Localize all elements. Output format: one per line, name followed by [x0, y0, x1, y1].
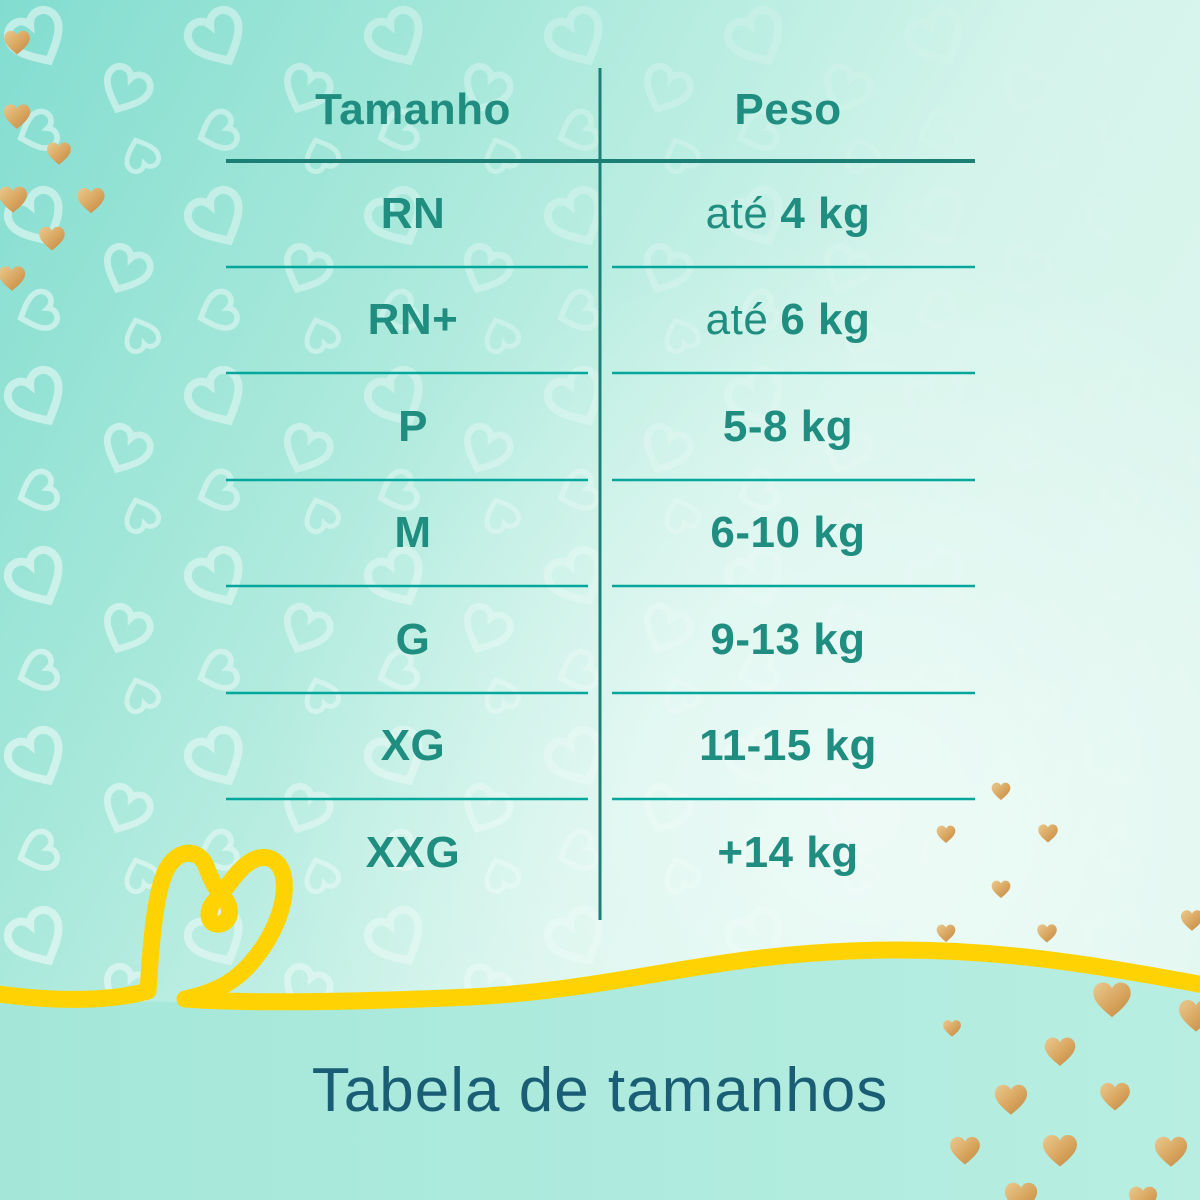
weight-value-rn: até 4 kg: [601, 177, 975, 251]
table-grid: [226, 68, 975, 920]
size-value-g: G: [395, 615, 431, 664]
size-value-xxg: XXG: [365, 828, 461, 877]
weight-value-g: 9-13 kg: [601, 603, 975, 677]
weight-bold: +14 kg: [717, 828, 859, 877]
size-value-xg: XG: [380, 721, 446, 770]
weight-column-header: Peso: [734, 85, 842, 134]
size-column-header: Tamanho: [315, 85, 511, 134]
weight-bold: 11-15 kg: [699, 721, 877, 770]
chart-caption: Tabela de tamanhos: [311, 1056, 889, 1125]
size-value-m: M: [394, 508, 432, 557]
weight-bold: 6 kg: [780, 295, 871, 344]
row-separator-lines: [226, 265, 975, 801]
weight-value-p: 5-8 kg: [601, 390, 975, 464]
weight-bold: 9-13 kg: [710, 615, 866, 664]
size-value-rn-plus: RN+: [367, 295, 459, 344]
weight-prefix: até: [705, 189, 769, 238]
weight-value-xg: 11-15 kg: [601, 709, 975, 783]
yellow-ribbon-heart: [0, 844, 1200, 1011]
bottom-band: [0, 949, 1200, 1200]
weight-value-rn-plus: até 6 kg: [601, 283, 975, 357]
weight-value-m: 6-10 kg: [601, 496, 975, 570]
size-value-rn: RN: [380, 189, 446, 238]
size-value-p: P: [398, 402, 428, 451]
weight-bold: 4 kg: [780, 189, 871, 238]
weight-bold: 6-10 kg: [710, 508, 866, 557]
weight-prefix: até: [705, 295, 769, 344]
weight-bold: 5-8 kg: [722, 402, 854, 451]
weight-value-xxg: +14 kg: [601, 816, 975, 890]
